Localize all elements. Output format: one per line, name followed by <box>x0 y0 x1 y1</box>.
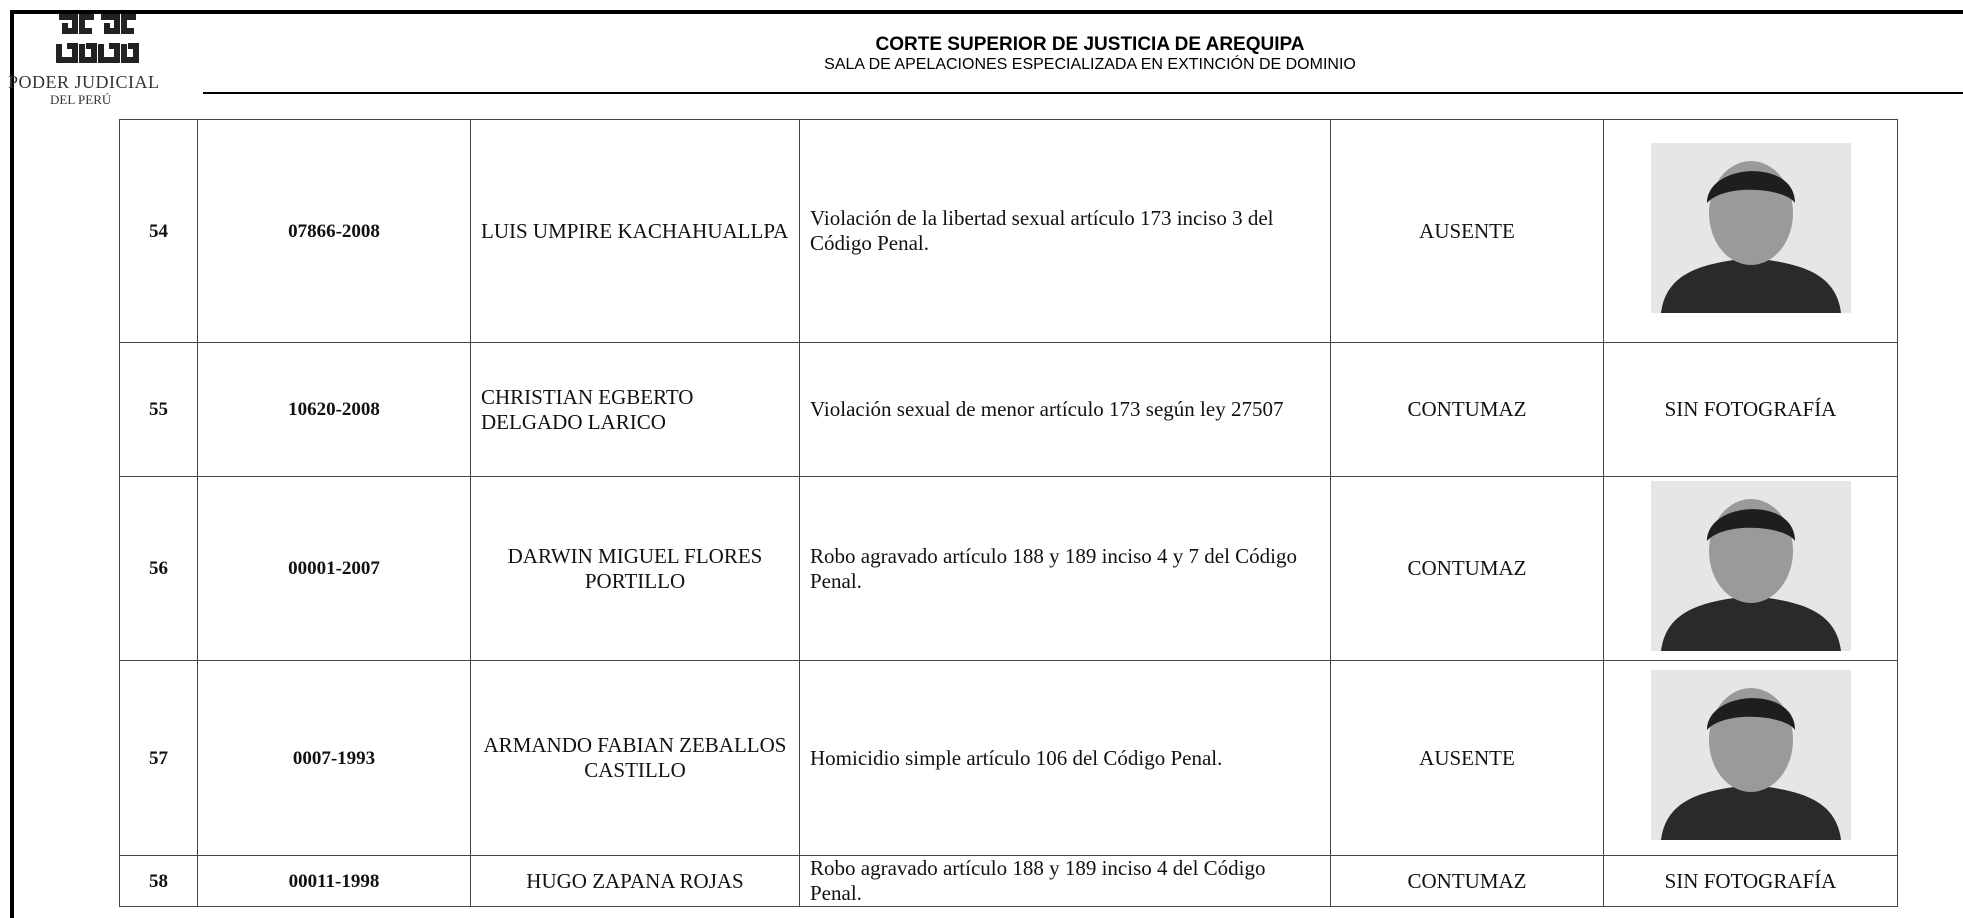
cell-no: 58 <box>119 855 198 907</box>
cell-crime: Violación sexual de menor artículo 173 s… <box>799 342 1331 477</box>
table-row: 56 00001-2007 DARWIN MIGUEL FLORES PORTILL… <box>119 476 1898 661</box>
photo <box>1650 480 1851 651</box>
cell-crime: Robo agravado artículo 188 y 189 inciso … <box>799 476 1331 661</box>
cell-case: 10620-2008 <box>197 342 471 477</box>
cell-no: 55 <box>119 342 198 477</box>
table-row: 55 10620-2008 CHRISTIAN EGBERTO DELGADO LA… <box>119 342 1898 477</box>
table-row: 58 00011-1998 HUGO ZAPANA ROJAS Robo agrava… <box>119 855 1898 907</box>
logo-text: DEL PERÚ <box>50 92 112 107</box>
cell-name: HUGO ZAPANA ROJAS <box>470 855 800 907</box>
table-row: 57 0007-1993 ARMANDO FABIAN ZEBALLOS CASTI… <box>119 660 1898 856</box>
logo-text: PODER JUDICIAL <box>8 72 160 92</box>
cell-photo: SIN FOTOGRAFÍA <box>1603 855 1898 907</box>
cell-status: AUSENTE <box>1330 119 1604 343</box>
table: 54 07866-2008 LUIS UMPIRE KACHAHUALLPA Viol… <box>119 119 1898 907</box>
cell-crime: Robo agravado artículo 188 y 189 inciso … <box>799 855 1331 907</box>
frame <box>10 10 1963 918</box>
cell-no: 57 <box>119 660 198 856</box>
cell-name: DARWIN MIGUEL FLORES PORTILLO <box>470 476 800 661</box>
rule <box>203 92 1963 94</box>
cell-crime: Homicidio simple artículo 106 del Código… <box>799 660 1331 856</box>
cell-no: 56 <box>119 476 198 661</box>
cell-name: CHRISTIAN EGBERTO DELGADO LARICO <box>470 342 800 477</box>
cell-case: 07866-2008 <box>197 119 471 343</box>
cell-case: 00001-2007 <box>197 476 471 661</box>
cell-status: CONTUMAZ <box>1330 855 1604 907</box>
cell-photo: SIN FOTOGRAFÍA <box>1603 342 1898 477</box>
cell-photo <box>1603 660 1898 856</box>
subtitle: SALA DE APELACIONES ESPECIALIZADA EN EXT… <box>824 56 1356 73</box>
table-row: 54 07866-2008 LUIS UMPIRE KACHAHUALLPA Viol… <box>119 119 1898 343</box>
logo <box>56 14 139 63</box>
cell-name: ARMANDO FABIAN ZEBALLOS CASTILLO <box>470 660 800 856</box>
cell-photo <box>1603 476 1898 661</box>
cell-crime: Violación de la libertad sexual artículo… <box>799 119 1331 343</box>
table-body: 54 07866-2008 LUIS UMPIRE KACHAHUALLPA Viol… <box>119 119 1898 907</box>
cell-name: LUIS UMPIRE KACHAHUALLPA <box>470 119 800 343</box>
cell-photo <box>1603 119 1898 343</box>
cell-no: 54 <box>119 119 198 343</box>
cell-status: CONTUMAZ <box>1330 476 1604 661</box>
cell-case: 0007-1993 <box>197 660 471 856</box>
cell-status: AUSENTE <box>1330 660 1604 856</box>
cell-case: 00011-1998 <box>197 855 471 907</box>
photo <box>1650 670 1851 840</box>
photo <box>1650 143 1851 313</box>
cell-status: CONTUMAZ <box>1330 342 1604 477</box>
title: CORTE SUPERIOR DE JUSTICIA DE AREQUIPA <box>875 34 1305 55</box>
